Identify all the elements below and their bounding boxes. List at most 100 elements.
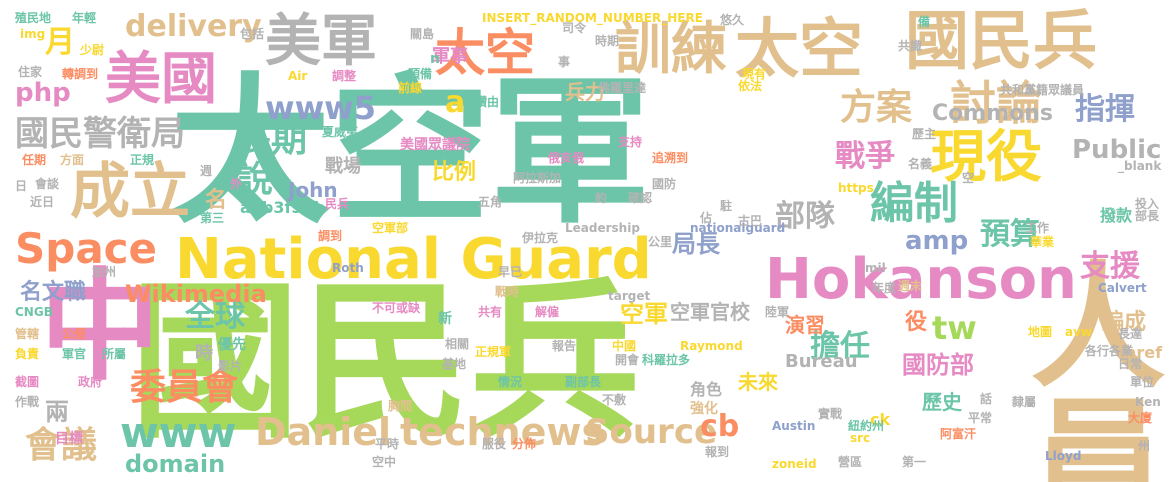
word: 月 — [45, 25, 75, 60]
word: 年度 — [872, 281, 897, 295]
word: 指揮 — [1075, 92, 1135, 127]
word: php — [15, 78, 71, 108]
word: 近日 — [30, 195, 55, 209]
word: 強化 — [690, 401, 718, 417]
word: Commons — [932, 101, 1053, 126]
word: 影片 — [218, 359, 243, 373]
word: 伊拉克 — [522, 231, 559, 245]
word: ck — [870, 410, 891, 429]
word: 人員 — [1007, 255, 1164, 482]
word: tw — [932, 309, 977, 347]
word: 共有 — [478, 305, 503, 319]
word: 隸屬 — [1012, 395, 1037, 409]
word: 依法 — [738, 79, 763, 93]
word: 擔任 — [810, 329, 870, 364]
word: 名義 — [908, 157, 933, 171]
word: 全球 — [185, 299, 245, 334]
word: Wikimedia — [125, 280, 267, 308]
word: 國防 — [652, 177, 677, 191]
word: 少尉 — [80, 43, 105, 57]
word: 服役 — [482, 437, 507, 451]
word: 長期 — [235, 119, 308, 160]
word: 方案 — [840, 87, 913, 128]
word: 殖民地 — [15, 11, 52, 25]
word: 投入 — [1135, 197, 1160, 211]
word: CNGB — [15, 305, 53, 319]
word: 駐 — [720, 199, 733, 213]
word: 名 — [205, 188, 228, 213]
word: 現役 — [930, 125, 1042, 190]
word: 討論 — [950, 76, 1042, 130]
word: 公里 — [648, 235, 673, 249]
word: 支持 — [618, 135, 643, 149]
word: 軍事 — [432, 46, 468, 67]
word: 空軍官校 — [670, 300, 750, 324]
word: technews — [400, 410, 605, 454]
word: 古巴 — [738, 214, 763, 228]
word: 副部長 — [565, 375, 602, 389]
word: 平常 — [968, 411, 993, 425]
word: 比例 — [432, 160, 477, 185]
word: Leadership — [565, 221, 640, 235]
word: 報告 — [552, 339, 577, 353]
word: Calvert — [1098, 281, 1147, 295]
word: Public — [1072, 135, 1162, 165]
word: 正規軍 — [475, 345, 512, 359]
word: 實戰 — [818, 407, 843, 421]
word: 五角 — [478, 195, 503, 209]
word: Bureau — [785, 351, 858, 372]
word: 佔 — [700, 211, 713, 225]
word: 外 — [230, 177, 243, 191]
word: 支援 — [1080, 249, 1140, 284]
word: 政府 — [78, 375, 103, 389]
word: 角色 — [690, 380, 723, 399]
word: 公假 — [62, 327, 87, 341]
word: 日 — [15, 179, 28, 193]
word: Daniel — [255, 410, 392, 454]
word: 戰場 — [325, 156, 361, 177]
word: 役 — [905, 310, 928, 335]
word: 年 — [120, 327, 133, 341]
word: 調整 — [332, 69, 357, 83]
word: 悠久 — [720, 13, 745, 27]
word: 時 — [195, 343, 213, 364]
word: 撥款 — [1100, 206, 1133, 225]
word: 不可或缺 — [372, 301, 421, 315]
word: 華業 — [1030, 235, 1055, 249]
word: 前線 — [398, 81, 423, 95]
word: 住家 — [18, 65, 43, 79]
word: 不敷 — [602, 393, 627, 407]
word: 局長 — [672, 230, 720, 258]
word: 優先 — [218, 337, 246, 353]
word: 包括 — [240, 27, 265, 41]
word: 關島 — [410, 27, 435, 41]
word: 約 — [595, 191, 608, 205]
word: 週 — [200, 164, 213, 178]
word: img — [20, 27, 46, 41]
word: 平時 — [375, 437, 400, 451]
word: 現有 — [742, 67, 767, 81]
word: 國防部 — [902, 351, 974, 379]
word: 部長 — [1135, 209, 1160, 223]
word: 單位 — [1130, 375, 1155, 389]
word: 共識 — [898, 39, 923, 53]
word: 美國 — [105, 47, 217, 112]
word: 工作 — [1025, 221, 1050, 235]
word: 加州 — [92, 265, 117, 279]
word: 分佈 — [512, 437, 537, 451]
word: 胸間 — [388, 399, 413, 413]
word: 空軍部 — [372, 221, 409, 235]
word: 歷主 — [912, 127, 937, 141]
word: 基地 — [442, 357, 467, 371]
word: www5 — [265, 89, 376, 127]
word: 國民兵 — [905, 5, 1097, 79]
word: 委員會 — [130, 367, 239, 408]
word: 截圖 — [15, 375, 40, 389]
word: 長達 — [1118, 327, 1143, 341]
word: 備 — [918, 15, 931, 29]
word: mil — [865, 261, 886, 275]
word: 管轄 — [15, 327, 40, 341]
word: 開會 — [615, 353, 640, 367]
word: a — [445, 85, 466, 120]
